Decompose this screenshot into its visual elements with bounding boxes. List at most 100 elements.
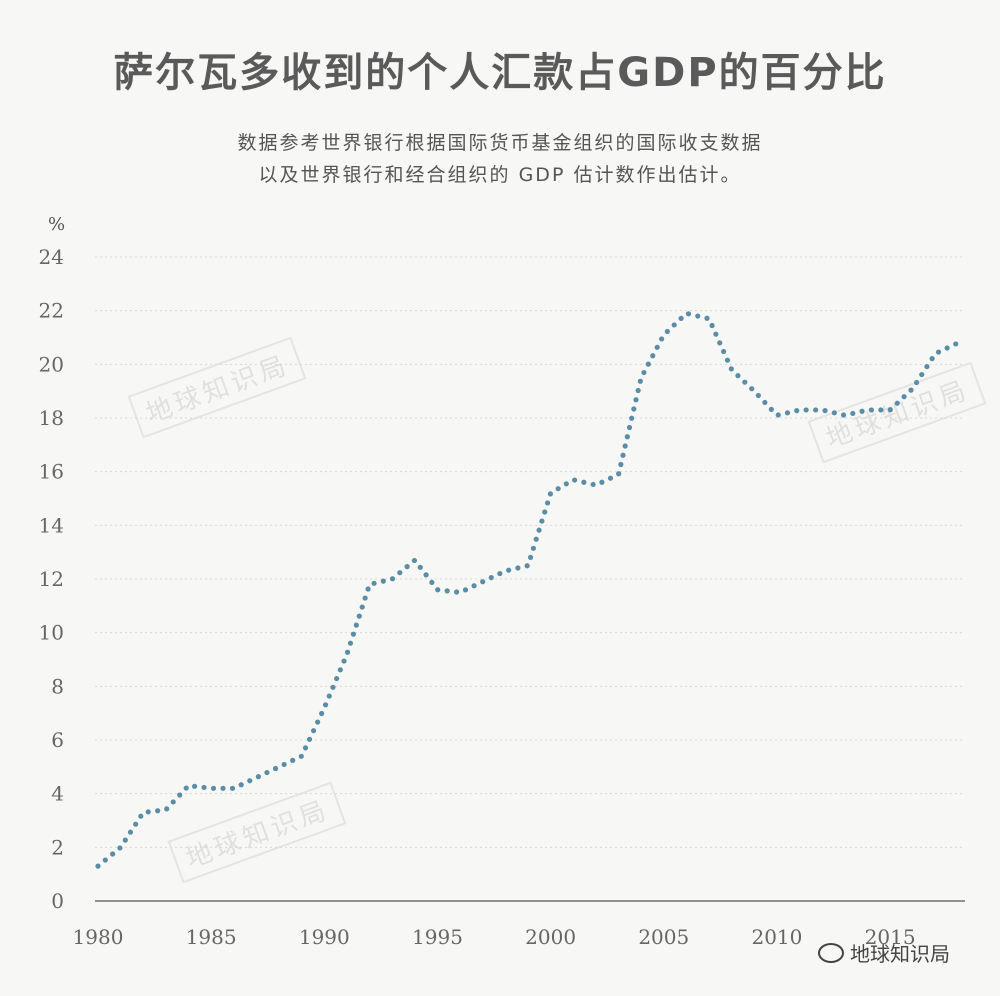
y-tick-label: 6	[51, 728, 64, 752]
line-dot	[659, 336, 665, 342]
line-dot	[229, 785, 236, 791]
line-dot	[247, 778, 253, 784]
line-dot	[742, 379, 748, 385]
line-dot	[762, 399, 768, 406]
x-tick-label: 2000	[525, 925, 576, 949]
line-dot	[878, 407, 884, 413]
line-dot	[629, 415, 635, 421]
line-dot	[530, 545, 537, 551]
line-dot	[326, 693, 332, 699]
line-dot	[515, 565, 521, 571]
line-dot	[635, 387, 641, 394]
y-tick-label: 16	[39, 460, 64, 484]
line-dot	[813, 407, 819, 413]
x-tick-label: 1990	[299, 925, 350, 949]
x-tick-label: 2005	[638, 925, 689, 949]
line-dot	[145, 809, 151, 815]
line-dot	[572, 477, 578, 483]
line-dot	[929, 356, 935, 362]
line-dot	[353, 622, 359, 628]
y-tick-label: 0	[51, 889, 64, 913]
line-dot	[713, 331, 719, 337]
line-dot	[724, 357, 731, 363]
x-tick-label: 2010	[751, 925, 802, 949]
y-tick-label: 20	[39, 352, 64, 376]
line-dot	[471, 583, 477, 589]
line-dot	[721, 348, 727, 355]
line-dot	[117, 845, 123, 851]
line-dot	[347, 640, 354, 646]
y-tick-label: 18	[39, 406, 64, 430]
x-tick-label: 1980	[73, 925, 124, 949]
line-dot	[201, 784, 207, 791]
y-tick-label: 2	[51, 835, 64, 859]
line-dot	[371, 580, 377, 586]
grid-lines	[95, 256, 965, 848]
line-dot	[590, 481, 596, 488]
line-dot	[290, 757, 296, 763]
line-dot	[678, 315, 684, 322]
line-dot	[728, 366, 734, 372]
line-dot	[281, 761, 287, 768]
line-dot	[302, 745, 309, 751]
line-dot	[102, 857, 108, 863]
y-tick-label: 10	[39, 621, 64, 645]
line-dot	[840, 412, 847, 418]
line-dot	[637, 378, 643, 384]
line-dot	[633, 397, 639, 403]
line-dot	[133, 821, 139, 827]
line-dot	[831, 410, 837, 416]
line-dot	[488, 575, 494, 581]
y-tick-label: 4	[51, 782, 64, 806]
line-dot	[616, 471, 622, 477]
line-dot	[622, 443, 628, 449]
line-dot	[138, 813, 144, 819]
line-dot	[908, 387, 914, 393]
line-dot	[775, 412, 781, 418]
line-dot	[310, 728, 317, 734]
line-dot	[170, 799, 176, 805]
line-dot	[330, 684, 336, 690]
line-dot	[901, 394, 907, 400]
line-dot	[935, 349, 942, 355]
x-tick-label: 1995	[412, 925, 463, 949]
line-dot	[95, 863, 101, 869]
line-dot	[380, 578, 386, 584]
line-dot	[462, 587, 469, 593]
line-dot	[626, 424, 633, 431]
line-dot	[794, 408, 800, 414]
line-dot	[177, 792, 183, 798]
brand-text: 地球知识局	[850, 942, 950, 966]
line-dot	[389, 576, 396, 582]
y-axis-unit: %	[48, 214, 65, 235]
line-dot	[735, 373, 741, 379]
line-dot	[894, 400, 900, 406]
line-dot	[365, 586, 371, 592]
line-dot	[671, 322, 677, 328]
line-dot	[664, 328, 670, 335]
line-dot	[306, 736, 313, 742]
line-dot	[944, 345, 950, 351]
line-dot	[255, 774, 261, 780]
line-dot	[533, 536, 539, 542]
brand-logo: 地球知识局	[818, 938, 950, 967]
line-dot	[803, 407, 809, 413]
line-dot	[264, 769, 270, 776]
wechat-icon	[818, 943, 844, 963]
line-dot	[620, 452, 626, 458]
line-dot	[122, 837, 128, 843]
x-tick-label: 1985	[186, 925, 237, 949]
line-dot	[238, 782, 244, 788]
line-dot	[539, 518, 545, 524]
line-dot	[319, 710, 325, 717]
line-dot	[859, 408, 865, 414]
line-dot	[822, 408, 828, 414]
line-dot	[581, 479, 587, 485]
line-dot	[850, 410, 856, 417]
line-dot	[423, 572, 429, 578]
line-dot	[555, 486, 561, 492]
line-dot	[155, 808, 161, 814]
line-dot	[315, 719, 321, 725]
line-dot	[344, 649, 351, 655]
